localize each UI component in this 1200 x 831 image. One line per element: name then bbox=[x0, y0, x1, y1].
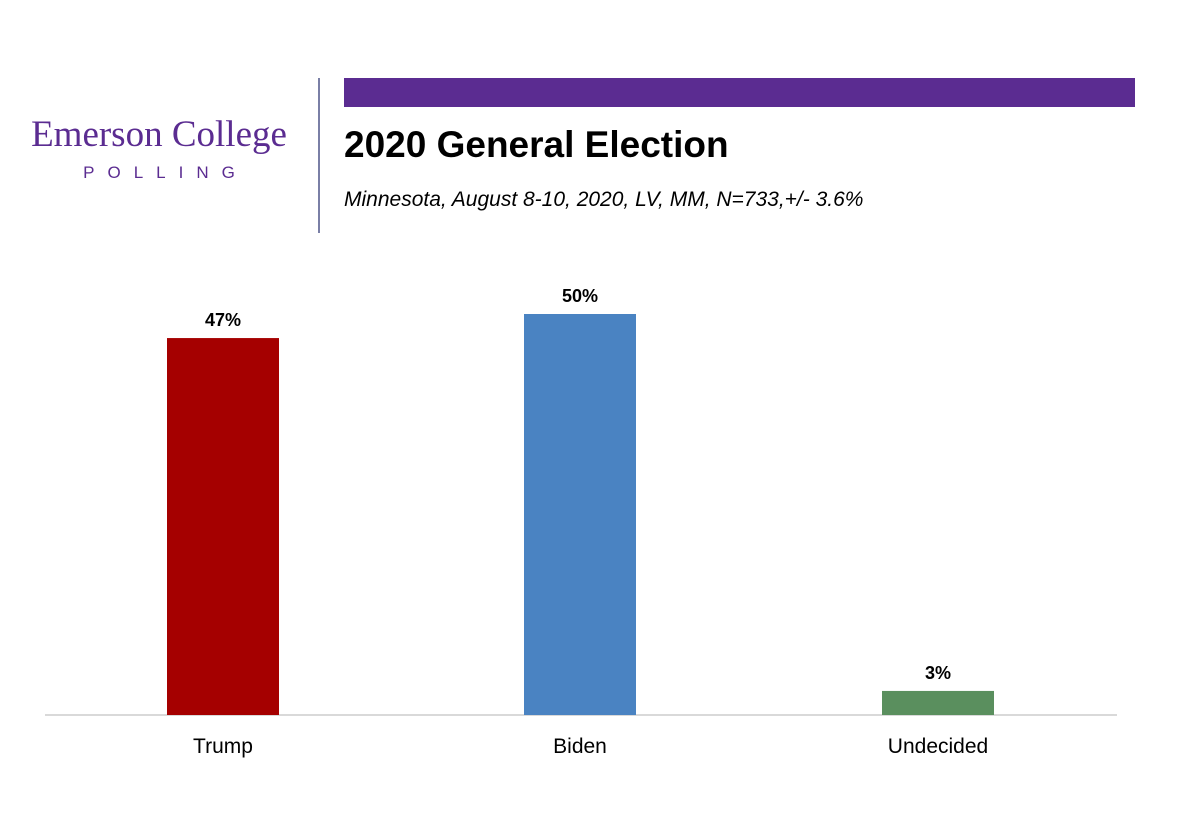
bar-biden bbox=[524, 314, 636, 715]
category-label-undecided: Undecided bbox=[888, 735, 988, 758]
logo-name: Emerson College bbox=[31, 114, 287, 155]
bar-undecided bbox=[882, 690, 994, 715]
data-label-undecided: 3% bbox=[925, 663, 951, 683]
data-label-biden: 50% bbox=[562, 286, 598, 306]
bar-trump bbox=[167, 338, 279, 715]
chart-subtitle: Minnesota, August 8-10, 2020, LV, MM, N=… bbox=[344, 188, 864, 211]
logo: Emerson College POLLING bbox=[24, 116, 294, 183]
logo-subtitle: POLLING bbox=[83, 163, 248, 182]
category-label-biden: Biden bbox=[553, 735, 607, 758]
accent-bar bbox=[344, 78, 1135, 107]
category-label-trump: Trump bbox=[193, 735, 253, 758]
header-divider bbox=[318, 78, 320, 233]
data-label-trump: 47% bbox=[205, 310, 241, 330]
chart-title: 2020 General Election bbox=[344, 124, 729, 165]
